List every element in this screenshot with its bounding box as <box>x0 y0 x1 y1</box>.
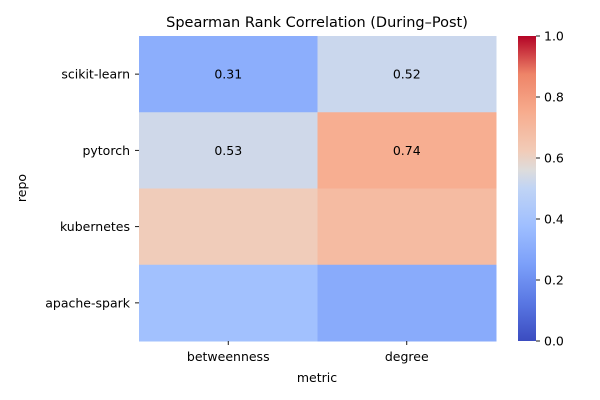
colorbar <box>518 36 536 341</box>
cell-value-label: 0.74 <box>393 143 421 158</box>
x-axis-ticks: betweenness degree <box>187 341 429 364</box>
heatmap-cell <box>317 188 497 266</box>
colorbar-tick-label: 0.0 <box>544 334 564 349</box>
x-tick-label: degree <box>385 349 429 364</box>
x-axis-label: metric <box>297 370 337 385</box>
heatmap-cell <box>317 36 497 113</box>
cell-value-label: 0.53 <box>214 143 242 158</box>
y-axis-ticks: scikit-learn pytorch kubernetes apache-spar… <box>45 67 139 310</box>
heatmap-cell-labels: 0.31 0.52 0.53 0.74 <box>214 67 420 158</box>
y-axis-label: repo <box>14 174 29 202</box>
y-tick-label: kubernetes <box>60 219 130 234</box>
colorbar-tick-label: 0.6 <box>544 151 564 166</box>
heatmap-cell <box>317 264 497 342</box>
heatmap-cell <box>139 36 318 113</box>
heatmap-cell <box>139 264 318 342</box>
heatmap-cells <box>139 36 497 342</box>
colorbar-tick-label: 1.0 <box>544 29 564 44</box>
colorbar-tick-label: 0.8 <box>544 90 564 105</box>
heatmap-cell <box>317 112 497 189</box>
cell-value-label: 0.52 <box>393 67 421 82</box>
y-tick-label: scikit-learn <box>61 67 130 82</box>
heatmap-cell <box>139 112 318 189</box>
heatmap-cell <box>139 188 318 266</box>
colorbar-ticks: 0.0 0.2 0.4 0.6 0.8 1.0 <box>536 29 564 349</box>
y-tick-label: apache-spark <box>45 295 130 310</box>
colorbar-tick-label: 0.4 <box>544 212 564 227</box>
x-tick-label: betweenness <box>187 349 270 364</box>
y-tick-label: pytorch <box>82 143 130 158</box>
cell-value-label: 0.31 <box>214 67 242 82</box>
chart-title: Spearman Rank Correlation (During–Post) <box>166 15 468 31</box>
colorbar-tick-label: 0.2 <box>544 273 564 288</box>
